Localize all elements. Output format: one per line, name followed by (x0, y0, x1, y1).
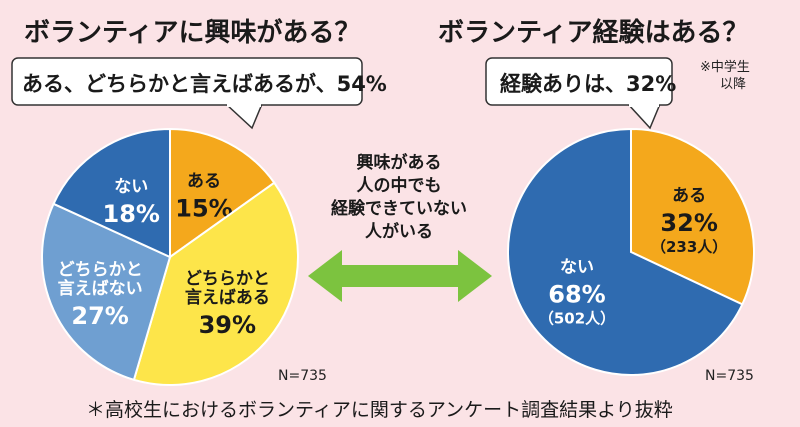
left-pie-slice-1-label-0: どちらかと (185, 269, 270, 289)
left-pie-slice-1 (132, 181, 299, 386)
middle-line2: 人の中でも (356, 176, 442, 196)
right-pie-slice-0-pct: 32% (660, 209, 717, 237)
middle-message: 興味がある 人の中でも 経験できていない 人がいる (306, 152, 492, 244)
left-pie-slice-0-label-0: ある (187, 172, 221, 192)
left-chart-title: ボランティアに興味がある？ (24, 18, 361, 48)
left-pie-slice-2-label-1: 言えばない (58, 278, 143, 299)
note-line2: 以降 (720, 77, 747, 92)
left-n-label: N=735 (278, 368, 327, 384)
middle-line3: 経験できていない (331, 199, 467, 219)
left-callout-bubble (11, 57, 363, 130)
left-pie-slice-3-pct: 18% (103, 200, 160, 228)
footer-source-note: ＊高校生におけるボランティアに関するアンケート調査結果より抜粋 (86, 399, 673, 421)
left-pie-slice-3-label-0: ない (114, 177, 148, 197)
left-pie-slice-1-label-1: 言えばある (185, 287, 270, 308)
right-pie-slice-0-count: （233人） (651, 238, 727, 256)
right-pie-slice-1 (507, 127, 744, 376)
right-n-label: N=735 (705, 368, 754, 384)
left-pie-slice-0-pct: 15% (175, 195, 232, 223)
left-pie-slice-1-pct: 39% (199, 311, 256, 339)
middle-line1: 興味がある (356, 153, 442, 173)
left-pie-slice-2-pct: 27% (71, 302, 128, 330)
note-line1: ※中学生 (700, 60, 750, 75)
left-pie-slice-2 (41, 202, 172, 382)
right-pie-slice-1-pct: 68% (548, 280, 605, 308)
right-chart-title: ボランティア経験はある？ (438, 18, 749, 48)
left-callout-text: ある、どちらかと言えばあるが、54% (22, 72, 387, 96)
right-callout-text: 経験ありは、32% (500, 72, 677, 96)
right-pie-slice-1-label-0: ない (560, 257, 594, 277)
right-pie-slice-0 (630, 127, 755, 306)
left-pie-slice-2-label-0: どちらかと (58, 260, 143, 280)
right-pie-chart: ある 32%（233人） ない 68%（502人） (507, 127, 755, 376)
right-pie-slice-1-count: （502人） (539, 309, 615, 327)
right-pie-slice-0-label-0: ある (672, 186, 706, 206)
left-pie-slice-3 (52, 127, 171, 259)
double-arrow-icon (308, 250, 492, 302)
right-callout-bubble (485, 57, 673, 130)
left-pie-slice-0 (169, 127, 276, 259)
middle-line4: 人がいる (365, 222, 433, 242)
